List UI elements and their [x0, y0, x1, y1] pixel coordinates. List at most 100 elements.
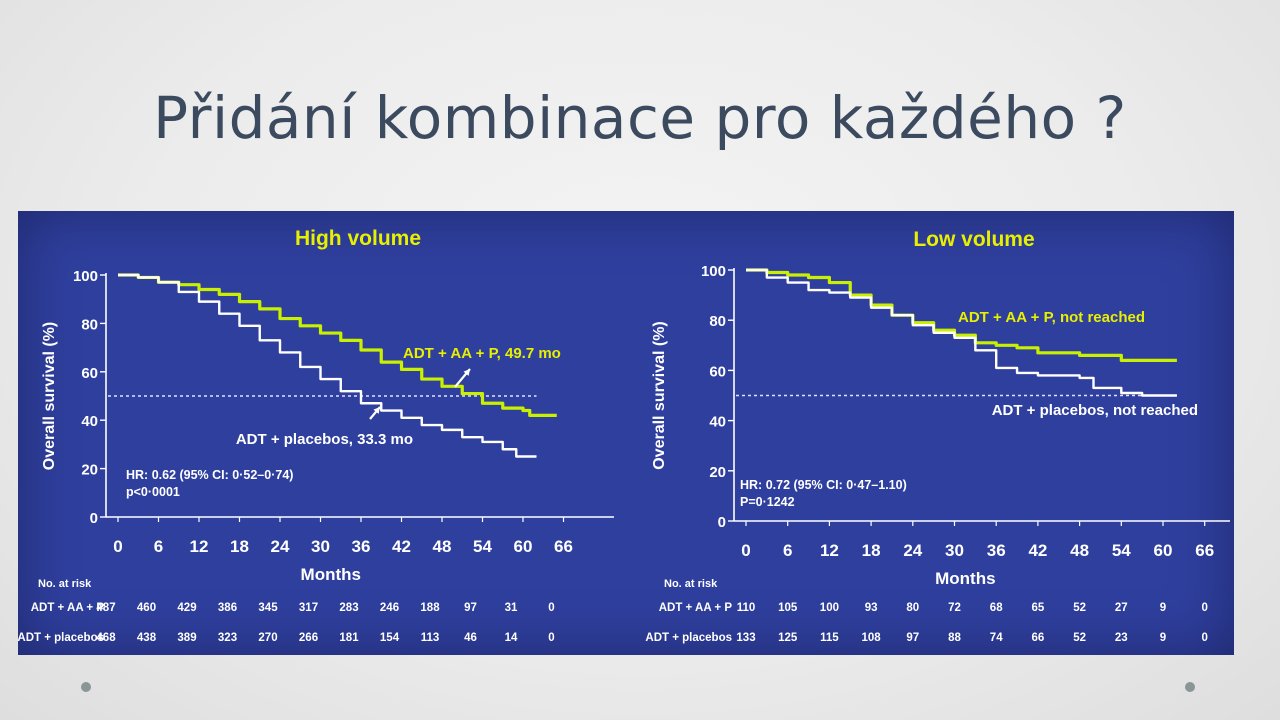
slide-bullet-right — [1185, 682, 1195, 692]
panel2-y-axis-label: Overall survival (%) — [651, 321, 668, 470]
panel2-x-tick-label: 18 — [862, 541, 881, 560]
panel2-risk-cell: 65 — [1032, 602, 1045, 614]
panel1-x-tick-label: 0 — [113, 537, 122, 556]
panel1-x-tick-label: 12 — [190, 537, 209, 556]
slide-title: Přidání kombinace pro každého ? — [153, 84, 1127, 152]
panel1-x-tick-label: 18 — [230, 537, 249, 556]
panel1-risk-row-label: ADT + placebos — [18, 632, 104, 644]
panel2-risk-cell: 115 — [820, 632, 839, 644]
panel2-x-tick-label: 66 — [1195, 541, 1214, 560]
panel2-risk-row-label: ADT + AA + P — [659, 602, 733, 614]
panel2-risk-cell: 0 — [1201, 632, 1207, 644]
panel2-y-tick-label: 60 — [709, 363, 726, 380]
panel1-risk-cell: 460 — [137, 602, 156, 614]
panel2-y-tick-label: 0 — [718, 514, 726, 531]
panel1-risk-cell: 31 — [505, 602, 518, 614]
panel1-x-tick-label: 30 — [311, 537, 330, 556]
panel2-risk-cell: 105 — [778, 602, 798, 614]
panel1-x-tick-label: 60 — [514, 537, 533, 556]
panel2-x-axis-label: Months — [935, 569, 995, 588]
panel2-risk-cell: 52 — [1073, 632, 1086, 644]
panel2-placebo-curve — [746, 268, 1177, 397]
panel2-risk-cell: 97 — [906, 632, 919, 644]
panel2-risk-cell: 133 — [736, 632, 755, 644]
panel2-p-value: P=0·1242 — [740, 495, 795, 509]
panel1-combo-curve — [118, 273, 557, 417]
panel2-risk-cell: 9 — [1160, 632, 1166, 644]
panel2-y-tick-label: 20 — [709, 464, 726, 481]
panel1-risk-cell: 46 — [464, 632, 477, 644]
panel1-risk-cell: 283 — [339, 602, 358, 614]
panel1-y-tick-label: 20 — [81, 462, 98, 479]
panel2-risk-row-label: ADT + placebos — [645, 632, 732, 644]
panel1-y-tick-label: 80 — [81, 316, 98, 333]
slide-bullet-left — [81, 682, 91, 692]
panel2-x-tick-label: 48 — [1070, 541, 1089, 560]
panel1-risk-cell: 97 — [464, 602, 477, 614]
panel2-y-tick-label: 40 — [709, 414, 726, 431]
panel1-combo-arrowhead — [463, 369, 470, 376]
panel2-risk-cell: 88 — [948, 632, 961, 644]
panel1-risk-cell: 188 — [420, 602, 440, 614]
panel2-risk-cell: 23 — [1115, 632, 1128, 644]
panel2-y-tick-label: 80 — [709, 313, 726, 330]
panel2-risk-cell: 0 — [1201, 602, 1207, 614]
panel1-x-tick-label: 54 — [473, 537, 492, 556]
panel2-risk-cell: 110 — [737, 602, 756, 614]
panel1-risk-cell: 345 — [258, 602, 278, 614]
panel2-x-tick-label: 30 — [945, 541, 964, 560]
panel2-combo-annotation: ADT + AA + P, not reached — [958, 309, 1145, 326]
panel1-x-tick-label: 42 — [392, 537, 411, 556]
panel1-x-axis-label: Months — [301, 565, 361, 584]
km-figure: High volume 0 20 40 60 80 100 0 6 12 18 24 30 36 42 48 5… — [18, 211, 1234, 655]
panel2-risk-cell: 100 — [820, 602, 839, 614]
panel1-y-tick-label: 60 — [81, 365, 98, 382]
panel2-placebo-annotation: ADT + placebos, not reached — [992, 402, 1198, 419]
panel1-risk-cell: 429 — [177, 602, 196, 614]
panel1-risk-row-label: ADT + AA + P — [31, 602, 105, 614]
panel2-risk-cell: 52 — [1073, 602, 1086, 614]
panel2-risk-cell: 9 — [1160, 602, 1166, 614]
panel2-risk-cell: 125 — [778, 632, 798, 644]
panel1-x-tick-label: 48 — [433, 537, 452, 556]
panel1-risk-cell: 323 — [218, 632, 237, 644]
panel2-x-tick-label: 54 — [1112, 541, 1131, 560]
panel2-x-tick-label: 60 — [1154, 541, 1173, 560]
panel2-risk-cell: 66 — [1032, 632, 1045, 644]
panel2-x-tick-label: 24 — [903, 541, 922, 560]
panel1-hazard-ratio: HR: 0.62 (95% CI: 0·52–0·74) — [126, 468, 293, 482]
panel1-title: High volume — [295, 227, 421, 250]
panel2-x-tick-label: 36 — [987, 541, 1006, 560]
panel1-risk-table-header: No. at risk — [38, 578, 92, 590]
panel1-risk-cell: 181 — [339, 632, 359, 644]
panel1-placebo-annotation: ADT + placebos, 33.3 mo — [236, 431, 413, 448]
panel2-x-tick-label: 0 — [741, 541, 750, 560]
panel1-placebo-curve — [118, 273, 537, 458]
panel2-y-tick-label: 100 — [701, 263, 726, 280]
panel2-risk-cell: 68 — [990, 602, 1003, 614]
panel1-risk-cell: 386 — [218, 602, 237, 614]
panel2-risk-cell: 72 — [948, 602, 961, 614]
panel1-risk-cell: 487 — [96, 602, 115, 614]
panel1-risk-cell: 468 — [96, 632, 116, 644]
panel1-risk-cell: 113 — [421, 632, 440, 644]
panel1-x-tick-label: 66 — [554, 537, 573, 556]
panel1-y-tick-label: 100 — [73, 268, 98, 285]
panel1-x-tick-label: 36 — [352, 537, 371, 556]
panel1-risk-cell: 14 — [505, 632, 518, 644]
panel1-combo-annotation: ADT + AA + P, 49.7 mo — [403, 345, 561, 362]
panel2-hazard-ratio: HR: 0.72 (95% CI: 0·47–1.10) — [740, 478, 907, 492]
panel2-risk-cell: 80 — [906, 602, 919, 614]
panel2-x-tick-label: 6 — [783, 541, 792, 560]
panel1-y-axis-label: Overall survival (%) — [41, 322, 58, 471]
panel1-placebo-arrowhead — [373, 407, 380, 414]
panel1-risk-cell: 389 — [177, 632, 196, 644]
panel1-risk-cell: 154 — [380, 632, 400, 644]
panel2-risk-table-header: No. at risk — [664, 578, 718, 590]
panel1-x-tick-label: 6 — [154, 537, 163, 556]
panel1-y-tick-label: 0 — [90, 510, 98, 527]
panel1-risk-cell: 246 — [380, 602, 399, 614]
panel1-risk-cell: 266 — [299, 632, 318, 644]
panel1-risk-cell: 0 — [548, 602, 554, 614]
